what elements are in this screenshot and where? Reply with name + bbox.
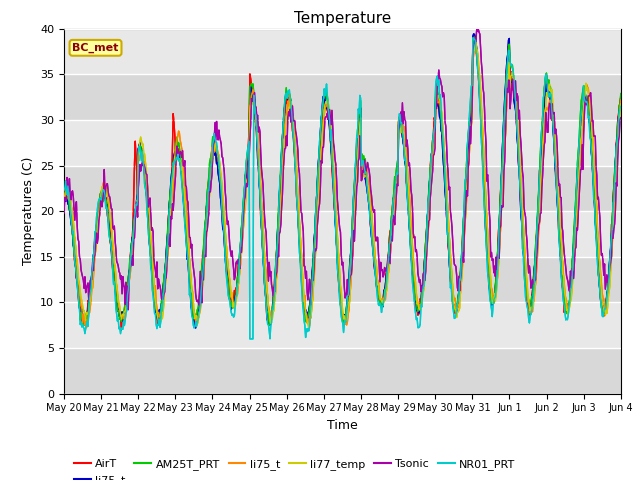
- Legend: AirT, li75_t, AM25T_PRT, li75_t, li77_temp, Tsonic, NR01_PRT: AirT, li75_t, AM25T_PRT, li75_t, li77_te…: [70, 455, 520, 480]
- Y-axis label: Temperatures (C): Temperatures (C): [22, 157, 35, 265]
- Bar: [64, 29, 621, 74]
- Bar: [64, 257, 621, 302]
- Title: Temperature: Temperature: [294, 11, 391, 26]
- Bar: [64, 166, 621, 211]
- Bar: [64, 74, 621, 120]
- Bar: [64, 348, 621, 394]
- Bar: [64, 211, 621, 257]
- X-axis label: Time: Time: [327, 419, 358, 432]
- Bar: [64, 120, 621, 166]
- Bar: [64, 302, 621, 348]
- Text: BC_met: BC_met: [72, 43, 119, 53]
